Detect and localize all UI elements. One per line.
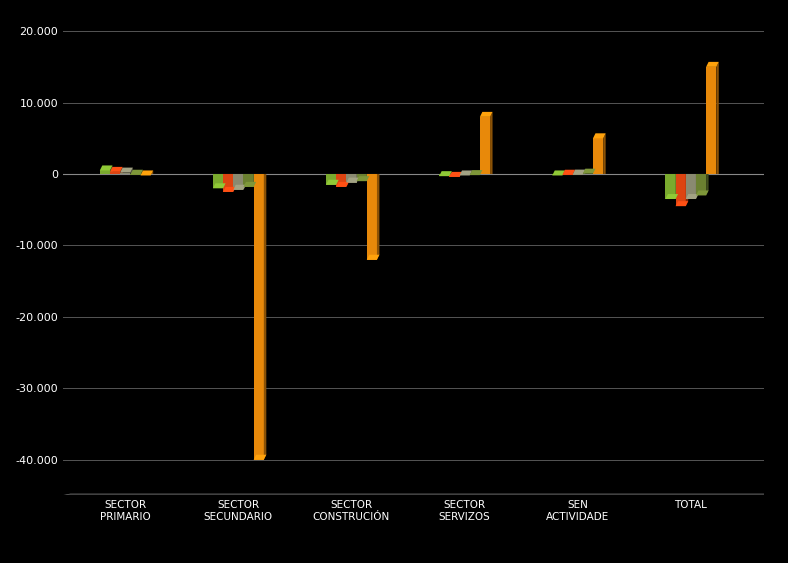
Polygon shape (696, 190, 708, 195)
Polygon shape (100, 166, 113, 171)
Polygon shape (480, 170, 482, 175)
Bar (336, 174, 347, 187)
Polygon shape (449, 172, 462, 177)
Bar (449, 174, 459, 177)
Polygon shape (336, 174, 339, 185)
Polygon shape (140, 171, 153, 176)
Polygon shape (563, 171, 565, 176)
Polygon shape (233, 185, 246, 190)
Polygon shape (110, 166, 113, 174)
Polygon shape (439, 171, 452, 176)
Polygon shape (675, 174, 678, 199)
Bar (563, 174, 573, 175)
Polygon shape (243, 174, 246, 190)
Polygon shape (254, 455, 266, 460)
Polygon shape (470, 170, 482, 175)
Bar (140, 174, 151, 176)
Bar (233, 174, 243, 190)
Polygon shape (696, 174, 698, 199)
Polygon shape (130, 168, 133, 174)
Bar (347, 174, 357, 182)
Polygon shape (583, 169, 585, 175)
Polygon shape (264, 174, 266, 460)
Polygon shape (233, 174, 236, 192)
Bar (696, 174, 706, 195)
Bar (223, 174, 233, 192)
Polygon shape (665, 194, 678, 199)
Bar (213, 174, 223, 188)
Polygon shape (120, 168, 133, 173)
Bar (665, 174, 675, 199)
Polygon shape (140, 169, 143, 175)
Polygon shape (470, 171, 472, 176)
Polygon shape (120, 167, 123, 174)
Polygon shape (243, 182, 256, 187)
Polygon shape (459, 171, 472, 176)
Polygon shape (254, 174, 256, 187)
Polygon shape (686, 194, 698, 199)
Bar (120, 173, 130, 174)
Polygon shape (593, 133, 606, 138)
Polygon shape (357, 176, 370, 181)
Bar (552, 174, 563, 176)
Polygon shape (480, 112, 492, 117)
Polygon shape (326, 180, 339, 185)
Polygon shape (63, 494, 771, 495)
Bar (110, 172, 120, 174)
Polygon shape (347, 177, 359, 182)
Bar (366, 174, 377, 260)
Polygon shape (223, 187, 236, 192)
Polygon shape (706, 174, 708, 195)
Bar (470, 174, 480, 175)
Polygon shape (130, 169, 143, 175)
Bar (675, 174, 686, 206)
Polygon shape (151, 171, 153, 176)
Bar (439, 174, 449, 176)
Bar (459, 174, 470, 176)
Polygon shape (563, 169, 575, 175)
Polygon shape (593, 169, 596, 174)
Bar (130, 174, 140, 175)
Bar (100, 171, 110, 174)
Bar (254, 174, 264, 460)
Polygon shape (449, 171, 452, 176)
Polygon shape (573, 169, 575, 175)
Bar (593, 138, 603, 174)
Polygon shape (573, 169, 585, 175)
Polygon shape (213, 184, 225, 188)
Polygon shape (110, 167, 123, 172)
Bar (357, 174, 366, 181)
Polygon shape (223, 174, 225, 188)
Bar (686, 174, 696, 199)
Polygon shape (552, 171, 565, 176)
Bar (706, 67, 716, 174)
Polygon shape (706, 62, 719, 67)
Bar (243, 174, 254, 187)
Polygon shape (490, 112, 492, 174)
Polygon shape (366, 174, 370, 181)
Polygon shape (366, 254, 380, 260)
Polygon shape (336, 182, 349, 187)
Polygon shape (459, 172, 462, 177)
Polygon shape (347, 174, 349, 187)
Polygon shape (377, 174, 380, 260)
Polygon shape (675, 201, 688, 206)
Bar (573, 174, 583, 175)
Polygon shape (357, 174, 359, 182)
Polygon shape (603, 133, 606, 174)
Polygon shape (716, 62, 719, 174)
Bar (326, 174, 336, 185)
Bar (480, 117, 490, 174)
Polygon shape (686, 174, 688, 206)
Polygon shape (583, 169, 596, 173)
